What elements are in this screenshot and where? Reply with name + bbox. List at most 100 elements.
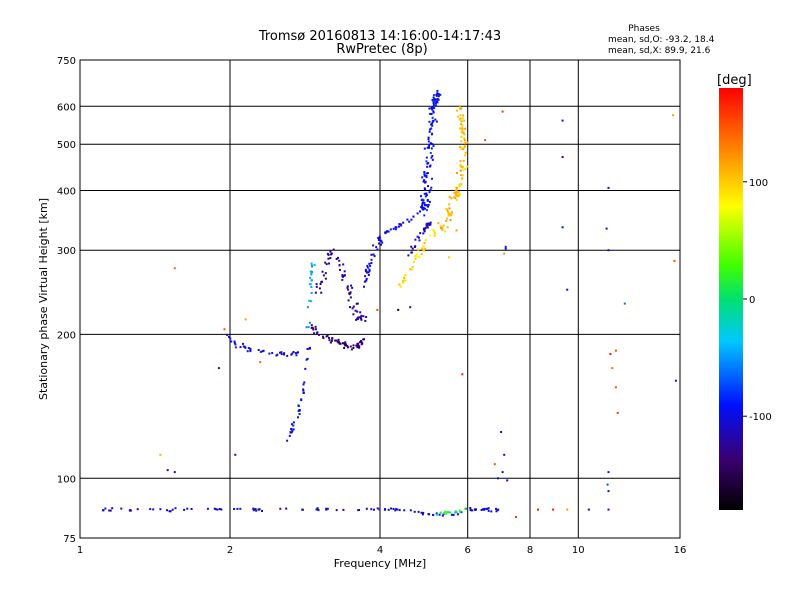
data-point <box>432 102 435 105</box>
data-point <box>456 172 458 174</box>
data-point <box>242 342 244 345</box>
data-point <box>280 351 283 354</box>
data-point <box>427 185 429 188</box>
data-point <box>452 196 455 199</box>
data-point <box>431 228 434 231</box>
data-point <box>421 207 424 209</box>
data-point <box>360 317 362 320</box>
data-point <box>320 281 323 283</box>
data-point <box>424 204 427 207</box>
data-point <box>441 228 444 231</box>
data-point <box>351 286 354 289</box>
data-point <box>389 228 392 231</box>
x-tick-label: 4 <box>377 545 383 556</box>
data-point <box>419 210 421 213</box>
data-point <box>368 269 371 272</box>
data-point <box>424 195 427 198</box>
data-point <box>425 172 428 175</box>
data-point <box>325 335 328 338</box>
data-point <box>315 508 318 511</box>
data-point <box>427 203 430 206</box>
data-point <box>376 308 379 311</box>
data-point <box>334 339 337 342</box>
data-point <box>566 508 569 511</box>
data-point <box>396 508 399 511</box>
data-point <box>436 97 439 100</box>
data-point <box>420 253 423 256</box>
data-point <box>503 453 506 456</box>
data-point <box>259 361 262 364</box>
data-point <box>230 340 233 343</box>
y-tick-label: 400 <box>57 187 76 198</box>
data-point <box>459 114 462 117</box>
data-point <box>300 399 303 402</box>
data-point <box>436 101 439 104</box>
data-point <box>459 146 462 148</box>
data-point <box>301 508 304 511</box>
data-point <box>434 104 437 107</box>
data-point <box>363 280 366 283</box>
data-point <box>292 351 295 353</box>
data-point <box>420 195 422 198</box>
data-point <box>460 165 463 168</box>
data-point <box>431 132 434 135</box>
data-point <box>432 94 435 97</box>
data-point <box>411 268 414 271</box>
data-point <box>422 232 425 235</box>
data-point <box>356 317 359 320</box>
data-point <box>306 348 309 350</box>
data-point <box>427 513 430 516</box>
data-point <box>379 239 382 242</box>
data-point <box>360 341 363 344</box>
data-point <box>459 127 462 130</box>
data-point <box>431 124 434 127</box>
data-point <box>462 131 464 134</box>
data-point <box>414 255 417 258</box>
data-point <box>149 508 152 511</box>
data-point <box>349 296 352 299</box>
data-point <box>432 96 435 99</box>
data-point <box>431 116 434 119</box>
data-point <box>483 508 486 511</box>
data-point <box>463 139 466 142</box>
data-point <box>425 192 428 195</box>
data-point <box>342 263 345 266</box>
data-point <box>436 89 439 92</box>
data-point <box>320 291 323 294</box>
data-point <box>239 507 242 510</box>
data-point <box>363 338 366 341</box>
data-point <box>315 285 318 288</box>
data-point <box>423 242 426 244</box>
data-point <box>421 247 424 250</box>
data-point <box>217 367 220 370</box>
data-point <box>335 258 338 260</box>
data-point <box>461 127 464 130</box>
data-point <box>259 350 262 353</box>
data-point <box>286 354 289 357</box>
data-point <box>423 171 426 173</box>
data-point <box>421 203 424 206</box>
data-point <box>279 351 281 354</box>
data-point <box>605 227 608 230</box>
data-point <box>327 257 330 260</box>
data-point <box>433 234 436 237</box>
data-point <box>487 507 490 510</box>
data-point <box>358 509 360 511</box>
data-point <box>244 318 247 321</box>
data-point <box>356 344 359 347</box>
x-tick-label: 2 <box>227 545 233 556</box>
data-point <box>445 512 448 515</box>
data-point <box>607 508 610 511</box>
data-point <box>429 142 432 145</box>
data-point <box>464 142 467 145</box>
data-point <box>469 507 472 509</box>
data-point <box>370 258 373 261</box>
data-point <box>426 146 429 149</box>
data-point <box>159 508 162 511</box>
data-point <box>434 233 436 236</box>
data-point <box>449 511 452 514</box>
data-point <box>372 244 375 247</box>
data-point <box>168 510 171 513</box>
data-point <box>379 236 381 239</box>
data-point <box>173 267 176 270</box>
